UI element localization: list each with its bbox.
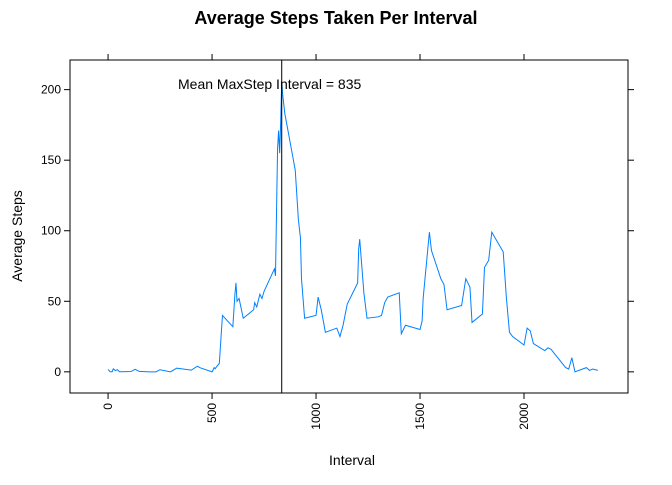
y-tick-label: 0 [54,365,61,379]
x-axis-label: Interval [329,452,375,468]
data-line [107,81,598,373]
y-tick-label: 150 [41,153,61,167]
x-tick-label: 0 [101,403,115,410]
panel-border [69,59,629,394]
x-tick-label: 1000 [309,403,323,430]
y-tick-label: 50 [48,294,62,308]
y-tick-label: 100 [41,224,61,238]
x-tick-label: 2000 [517,403,531,430]
chart-title: Average Steps Taken Per Interval [194,8,477,28]
y-axis-label: Average Steps [9,190,25,282]
y-tick-label: 200 [41,83,61,97]
x-tick-label: 500 [205,403,219,423]
x-tick-label: 1500 [413,403,427,430]
annotation: Mean MaxStep Interval = 835 [178,76,361,92]
